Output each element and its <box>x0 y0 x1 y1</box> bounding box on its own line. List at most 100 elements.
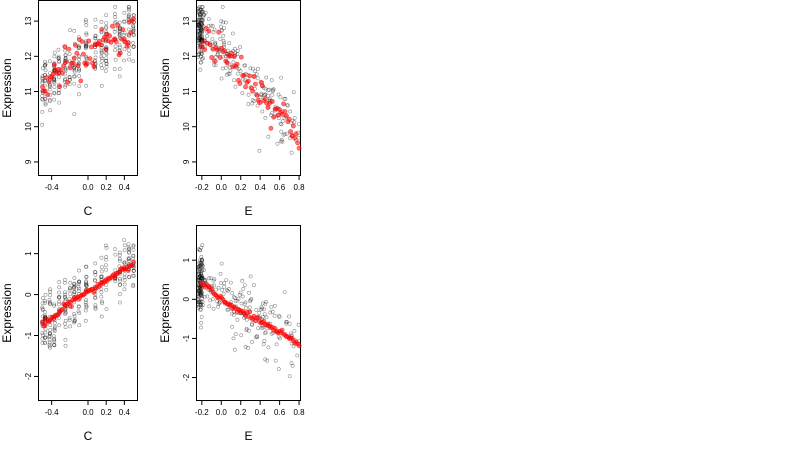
observed-point <box>52 337 57 342</box>
observed-point <box>236 296 241 301</box>
observed-point <box>47 87 52 92</box>
observed-point <box>131 33 136 38</box>
observed-point <box>57 280 62 284</box>
observed-point <box>127 250 132 255</box>
observed-point <box>122 260 127 265</box>
observed-point <box>270 309 275 314</box>
observed-point <box>199 290 204 295</box>
fitted-point <box>40 84 45 90</box>
observed-point <box>248 299 253 304</box>
observed-point <box>263 116 268 120</box>
observed-point <box>199 274 204 279</box>
observed-point <box>117 67 122 71</box>
observed-point <box>76 286 81 291</box>
observed-point <box>198 307 203 312</box>
observed-point <box>206 17 211 22</box>
observed-point <box>99 255 104 260</box>
observed-point <box>63 318 68 323</box>
observed-point <box>199 27 204 32</box>
observed-point <box>199 270 203 275</box>
observed-point <box>126 48 131 53</box>
observed-point <box>72 282 77 287</box>
observed-point <box>93 36 98 41</box>
observed-point <box>206 24 211 29</box>
observed-point <box>40 110 45 114</box>
observed-point <box>200 10 205 15</box>
fitted-point <box>221 48 227 53</box>
observed-point <box>99 83 104 88</box>
observed-point <box>255 335 260 340</box>
observed-point <box>197 36 201 41</box>
observed-point <box>72 112 77 117</box>
observed-point <box>77 54 82 59</box>
observed-point <box>47 59 52 64</box>
observed-point <box>52 342 57 347</box>
observed-point <box>117 258 122 263</box>
observed-point <box>197 278 202 283</box>
panel-top-left: -0.4 0.0 0.2 0.4 C 9 10 11 12 13 Expression <box>0 0 138 218</box>
observed-point <box>63 68 68 73</box>
observed-point <box>131 44 136 49</box>
observed-point <box>99 314 104 319</box>
observed-point <box>198 276 203 281</box>
observed-point <box>118 282 123 287</box>
observed-point <box>48 331 52 336</box>
observed-point <box>196 10 201 15</box>
observed-point <box>219 28 224 33</box>
observed-point <box>122 275 127 280</box>
observed-point <box>104 26 109 31</box>
observed-point <box>131 268 136 273</box>
observed-point <box>197 12 202 17</box>
observed-point <box>131 268 136 273</box>
observed-point <box>47 333 52 338</box>
observed-point <box>196 29 201 34</box>
observed-point <box>220 66 225 71</box>
fitted-point <box>268 125 274 131</box>
observed-point <box>200 27 205 32</box>
observed-point <box>103 257 108 262</box>
observed-point <box>232 347 237 352</box>
fitted-point <box>279 327 285 333</box>
observed-point <box>57 75 61 80</box>
observed-point <box>131 44 136 49</box>
y-tick-label: 9 <box>24 159 33 164</box>
observed-point <box>198 30 203 35</box>
observed-point <box>238 290 243 295</box>
observed-point <box>72 74 77 79</box>
observed-point <box>83 282 88 287</box>
observed-point <box>253 335 258 340</box>
fitted-point <box>66 46 72 52</box>
observed-point <box>233 298 238 303</box>
observed-point <box>63 53 68 58</box>
fitted-point <box>237 81 243 86</box>
observed-point <box>246 102 251 107</box>
observed-point <box>235 317 240 322</box>
observed-point <box>72 290 77 295</box>
observed-point <box>52 50 57 55</box>
x-tick-label: 0.6 <box>274 408 286 417</box>
y-tick-label: 1 <box>24 251 33 256</box>
observed-point <box>118 300 122 305</box>
fitted-point <box>238 54 244 60</box>
observed-point <box>243 63 248 68</box>
observed-point <box>277 315 282 320</box>
observed-point <box>200 299 205 304</box>
observed-point <box>198 35 203 39</box>
observed-point <box>196 17 201 22</box>
observed-point <box>99 63 104 67</box>
observed-point <box>211 306 216 311</box>
observed-point <box>43 340 47 345</box>
fitted-point <box>59 306 65 312</box>
observed-point <box>284 321 289 326</box>
observed-point <box>199 27 204 32</box>
observed-point <box>127 247 132 252</box>
fitted-point <box>91 64 97 69</box>
observed-point <box>76 288 81 293</box>
observed-point <box>198 14 203 19</box>
x-axis-label: C <box>84 204 93 218</box>
observed-point <box>210 37 215 42</box>
observed-point <box>63 343 68 348</box>
observed-point <box>221 33 226 38</box>
observed-point <box>201 56 205 61</box>
observed-point <box>231 60 236 65</box>
